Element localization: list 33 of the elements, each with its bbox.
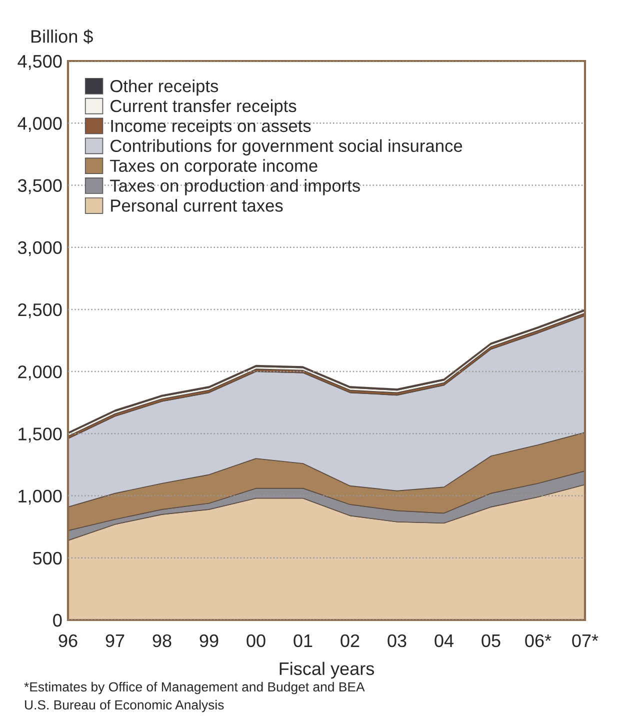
x-tick-label: 02: [340, 634, 360, 648]
y-tick-label: 1,000: [18, 490, 62, 505]
y-tick-label: 500: [33, 552, 62, 565]
x-tick-label: 98: [152, 634, 172, 648]
y-tick-label: 1,500: [18, 428, 62, 443]
y-tick-label: 4,500: [18, 54, 62, 70]
x-tick-label: 07*: [572, 634, 598, 648]
text: *Estimates by Office of Management and Budget and BEA: [24, 682, 365, 694]
text: U.S. Bureau of Economic Analysis: [25, 700, 224, 712]
legend-label: Personal current taxes: [111, 199, 283, 212]
x-tick-label: 04: [434, 634, 454, 648]
x-tick-label: 97: [106, 634, 124, 648]
legend-label: Contributions for government social insurance: [110, 139, 462, 156]
x-tick-label: 01: [294, 634, 312, 648]
x-tick-label: 06*: [525, 634, 552, 648]
y-tick-label: 3,000: [18, 241, 62, 256]
x-tick-label: 99: [200, 634, 218, 648]
legend-label: Other receipts: [110, 79, 218, 96]
legend-label: Taxes on production and imports: [110, 179, 360, 196]
x-tick-label: 00: [246, 634, 266, 648]
y-tick-label: 2,000: [18, 365, 62, 380]
y-tick-label: 4,000: [18, 117, 62, 132]
y-tick-label: 2,500: [18, 303, 62, 318]
legend-label: Taxes on corporate income: [110, 159, 318, 176]
y-tick-label: 3,500: [18, 179, 62, 194]
legend-label: Current transfer receipts: [110, 99, 296, 116]
x-tick-label: 03: [388, 634, 406, 648]
x-tick-label: 96: [58, 634, 78, 648]
legend-label: Income receipts on assets: [111, 119, 311, 136]
y-tick-label: 0: [53, 614, 62, 627]
y-axis-title: Billion $: [31, 29, 93, 44]
x-axis-title: Fiscal years: [280, 662, 374, 679]
x-tick-label: 05: [482, 634, 500, 648]
